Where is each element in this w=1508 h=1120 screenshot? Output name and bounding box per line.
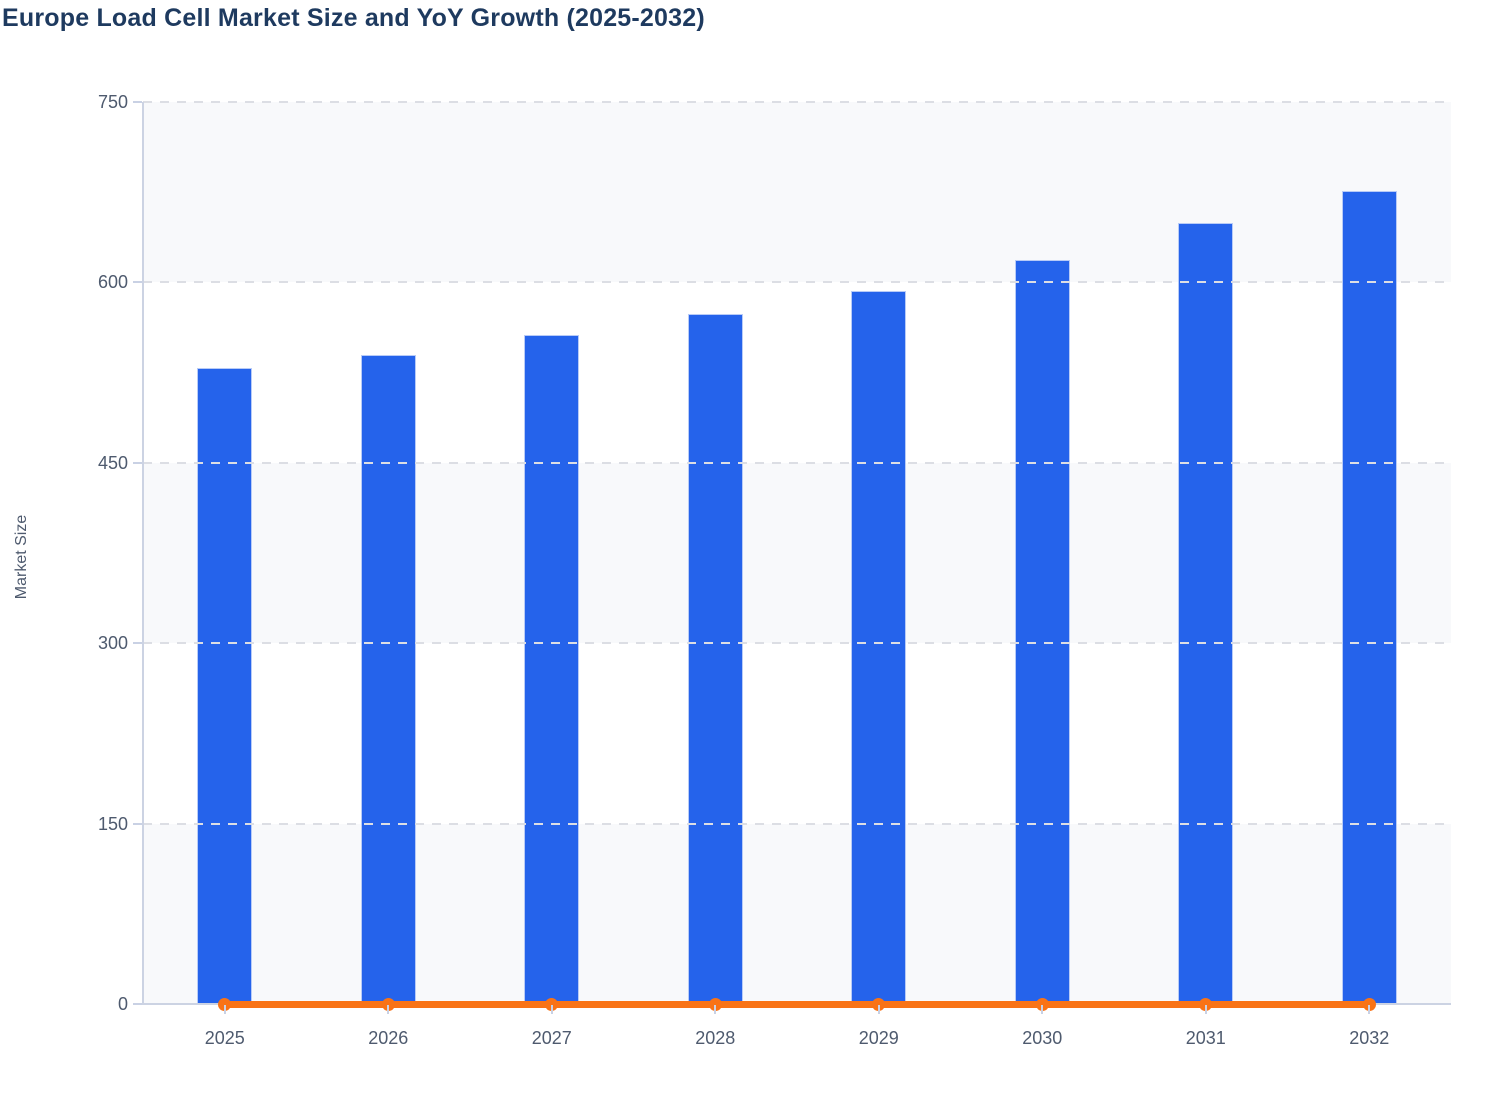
bar-2028[interactable] bbox=[687, 313, 743, 1004]
y-tick-label: 150 bbox=[97, 813, 128, 834]
x-axis-label: 2032 bbox=[1349, 1028, 1390, 1048]
bar-2030[interactable] bbox=[1014, 259, 1070, 1004]
gridline bbox=[143, 822, 1451, 825]
gridline bbox=[143, 281, 1451, 284]
yoy-point-2025[interactable] bbox=[218, 997, 232, 1011]
y-tick-mark bbox=[133, 281, 142, 284]
bar-2032[interactable] bbox=[1341, 190, 1397, 1004]
y-tick-label: 300 bbox=[97, 633, 128, 654]
x-tick-mark bbox=[223, 1005, 226, 1014]
x-axis-label: 2029 bbox=[858, 1028, 899, 1048]
yoy-point-2031[interactable] bbox=[1199, 997, 1213, 1011]
gridline bbox=[143, 461, 1451, 464]
plot-band bbox=[143, 102, 1451, 283]
x-tick-mark bbox=[714, 1005, 717, 1014]
bar-2025[interactable] bbox=[197, 367, 253, 1004]
yoy-growth-line[interactable] bbox=[224, 1000, 1370, 1008]
yoy-point-2026[interactable] bbox=[381, 997, 395, 1011]
x-axis-label: 2028 bbox=[695, 1028, 736, 1048]
x-axis-label: 2027 bbox=[531, 1028, 572, 1048]
yoy-point-2029[interactable] bbox=[872, 997, 886, 1011]
plot-area: 0 150 300 450 600 750 2025 2026 2027 2028 2029 2030… bbox=[98, 92, 1451, 1048]
x-tick-mark bbox=[550, 1005, 553, 1014]
x-tick-mark bbox=[877, 1005, 880, 1014]
y-tick-label: 450 bbox=[97, 452, 128, 473]
x-axis-label: 2031 bbox=[1185, 1028, 1226, 1048]
bar-2027[interactable] bbox=[524, 335, 580, 1004]
chart-title: Europe Load Cell Market Size and YoY Gro… bbox=[2, 4, 705, 32]
x-tick-mark bbox=[1368, 1005, 1371, 1014]
y-axis-line bbox=[142, 102, 144, 1004]
y-tick-mark bbox=[133, 461, 142, 464]
yoy-point-2027[interactable] bbox=[545, 997, 559, 1011]
yoy-point-2032[interactable] bbox=[1362, 997, 1376, 1011]
y-tick-label: 0 bbox=[117, 994, 128, 1014]
x-tick-mark bbox=[387, 1005, 390, 1014]
yoy-point-2030[interactable] bbox=[1035, 997, 1049, 1011]
bar-2026[interactable] bbox=[360, 354, 416, 1004]
y-tick-mark bbox=[133, 1003, 142, 1005]
y-tick-label: 750 bbox=[97, 92, 128, 112]
plot-band bbox=[143, 462, 1451, 644]
x-tick-mark bbox=[1041, 1005, 1044, 1014]
x-axis-label: 2030 bbox=[1022, 1028, 1063, 1048]
x-axis-label: 2026 bbox=[368, 1028, 409, 1048]
plot-band bbox=[143, 823, 1451, 1004]
y-tick-mark bbox=[133, 101, 142, 103]
yoy-point-2028[interactable] bbox=[708, 997, 722, 1011]
y-tick-label: 600 bbox=[97, 272, 128, 293]
x-axis-label: 2025 bbox=[204, 1028, 245, 1048]
x-tick-mark bbox=[1204, 1005, 1207, 1014]
bar-2031[interactable] bbox=[1178, 223, 1234, 1004]
gridline bbox=[143, 101, 1451, 103]
gridline bbox=[143, 642, 1451, 645]
y-axis-title: Market Size bbox=[13, 514, 30, 600]
bar-2029[interactable] bbox=[851, 290, 907, 1004]
y-tick-mark bbox=[133, 642, 142, 645]
y-tick-mark bbox=[133, 822, 142, 825]
